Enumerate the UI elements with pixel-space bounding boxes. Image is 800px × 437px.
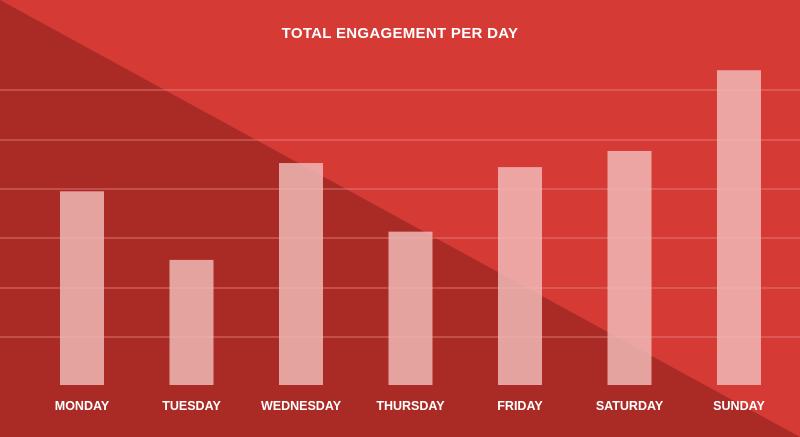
bar-friday	[498, 167, 542, 385]
x-tick-label: THURSDAY	[376, 399, 445, 413]
bar-tuesday	[169, 259, 214, 385]
x-axis-labels: MONDAY TUESDAY WEDNESDAY THURSDAY FRIDAY SATU…	[55, 399, 766, 413]
bars	[60, 70, 761, 385]
x-tick-label: SATURDAY	[596, 399, 664, 413]
bar-sunday	[717, 70, 761, 385]
x-tick-label: FRIDAY	[497, 399, 543, 413]
x-tick-label: TUESDAY	[162, 399, 221, 413]
bar-monday	[60, 191, 104, 385]
bar-wednesday	[279, 163, 323, 385]
chart-title: TOTAL ENGAGEMENT PER DAY	[282, 25, 519, 42]
x-tick-label: SUNDAY	[713, 399, 765, 413]
bar-thursday	[388, 231, 433, 385]
x-tick-label: WEDNESDAY	[261, 399, 342, 413]
bar-saturday	[607, 150, 652, 385]
x-tick-label: MONDAY	[55, 399, 110, 413]
